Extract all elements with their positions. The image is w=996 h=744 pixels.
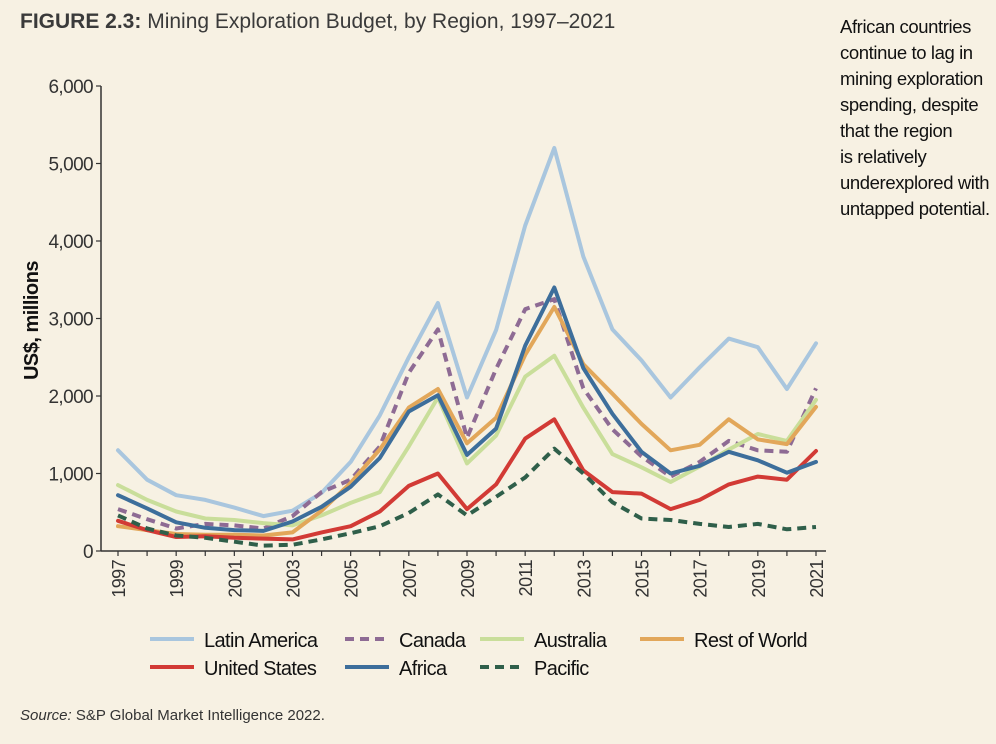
x-tick-label: 2005	[342, 559, 362, 597]
y-tick-label: 6,000	[48, 77, 93, 98]
x-tick-label: 2013	[574, 559, 594, 597]
y-tick-label: 2,000	[48, 387, 93, 408]
legend-label: Latin America	[204, 630, 319, 652]
legend-label: Rest of World	[694, 630, 807, 652]
x-tick-label: 2009	[458, 559, 478, 597]
figure-title: FIGURE 2.3: Mining Exploration Budget, b…	[20, 10, 615, 34]
series-line-rest-of-world	[116, 304, 818, 538]
legend-label: Pacific	[534, 658, 589, 680]
sidebar-line: continue to lag in	[840, 42, 973, 63]
x-tick-label: 2015	[633, 559, 653, 597]
y-tick-label: 5,000	[48, 155, 93, 176]
y-tick-label: 1,000	[48, 465, 93, 486]
series-line-canada	[117, 297, 818, 531]
x-tick-label: 2019	[749, 559, 769, 597]
x-tick-label: 2007	[400, 559, 420, 597]
sidebar-line: mining exploration	[840, 68, 983, 89]
source-note: Source: S&P Global Market Intelligence 2…	[20, 707, 325, 724]
y-tick-label: 4,000	[48, 232, 93, 253]
line-chart: 0 1,000 2,000 3,000 4,000 5,000 6,000 US$, mill…	[21, 77, 827, 680]
series-line-pacific	[117, 446, 817, 548]
series-line-latin-america	[116, 146, 818, 519]
legend-label: United States	[204, 658, 317, 680]
sidebar-note: African countries continue to lag in min…	[840, 14, 994, 222]
x-tick-label: 1997	[109, 559, 129, 597]
x-tick-label: 2017	[691, 559, 711, 597]
source-text: S&P Global Market Intelligence 2022.	[71, 707, 325, 724]
y-tick-label: 0	[83, 542, 93, 563]
y-tick-label: 3,000	[48, 310, 93, 331]
x-tick-label: 1999	[167, 559, 187, 597]
x-tick-label: 2001	[225, 559, 245, 597]
sidebar-line: spending, despite	[840, 94, 979, 115]
sidebar-line: African countries	[840, 16, 971, 37]
sidebar-line: underexplored with	[840, 172, 990, 193]
series-line-united-states	[116, 417, 818, 542]
legend-label: Africa	[399, 658, 448, 680]
source-prefix: Source:	[20, 707, 72, 724]
sidebar-line: that the region	[840, 120, 953, 141]
legend-label: Australia	[534, 630, 608, 652]
y-axis-label: US$, millions	[21, 261, 43, 380]
figure-title-text: Mining Exploration Budget, by Region, 19…	[147, 10, 616, 33]
series-line-africa	[116, 285, 818, 533]
sidebar-line: is relatively	[840, 146, 927, 167]
sidebar-line: untapped potential.	[840, 198, 990, 219]
figure-label: FIGURE 2.3:	[20, 10, 142, 33]
legend-label: Canada	[399, 630, 467, 652]
x-tick-label: 2011	[516, 559, 536, 596]
x-tick-label: 2021	[807, 559, 827, 597]
x-tick-label: 2003	[284, 559, 304, 597]
